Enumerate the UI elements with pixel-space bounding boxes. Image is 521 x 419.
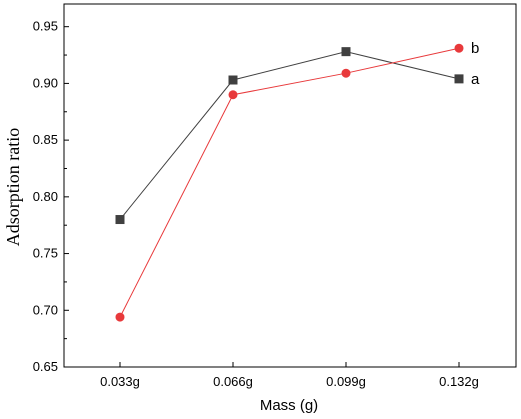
x-tick-label: 0.132g	[439, 374, 479, 389]
x-tick-label: 0.033g	[100, 374, 140, 389]
series-label-a: a	[471, 71, 480, 88]
data-point-b	[228, 90, 238, 100]
series-layer: ab	[115, 40, 480, 322]
series-label-b: b	[471, 40, 479, 57]
y-axis-title: Adsorption ratio	[3, 128, 23, 247]
data-point-a	[115, 215, 125, 225]
y-tick-label: 0.75	[33, 246, 58, 261]
data-point-a	[228, 75, 238, 85]
y-tick-label: 0.90	[33, 75, 58, 90]
y-tick-label: 0.95	[33, 19, 58, 34]
data-point-b	[454, 43, 464, 53]
x-tick-label: 0.066g	[213, 374, 253, 389]
y-tick-label: 0.80	[33, 189, 58, 204]
series-line-b	[119, 47, 460, 318]
data-point-a	[341, 47, 351, 57]
data-point-a	[454, 74, 464, 84]
data-point-b	[115, 312, 125, 322]
y-tick-label: 0.70	[33, 302, 58, 317]
data-point-b	[341, 68, 351, 78]
y-tick-label: 0.85	[33, 132, 58, 147]
series-line-a	[119, 51, 460, 220]
axes: 0.65 0.70 0.75 0.80 0.85 0.90 0.95 0.033g 0.066g…	[33, 3, 517, 389]
x-axis-title: Mass (g)	[260, 397, 318, 414]
plot-frame	[63, 3, 517, 368]
x-tick-label: 0.099g	[326, 374, 366, 389]
y-tick-label: 0.65	[33, 359, 58, 374]
